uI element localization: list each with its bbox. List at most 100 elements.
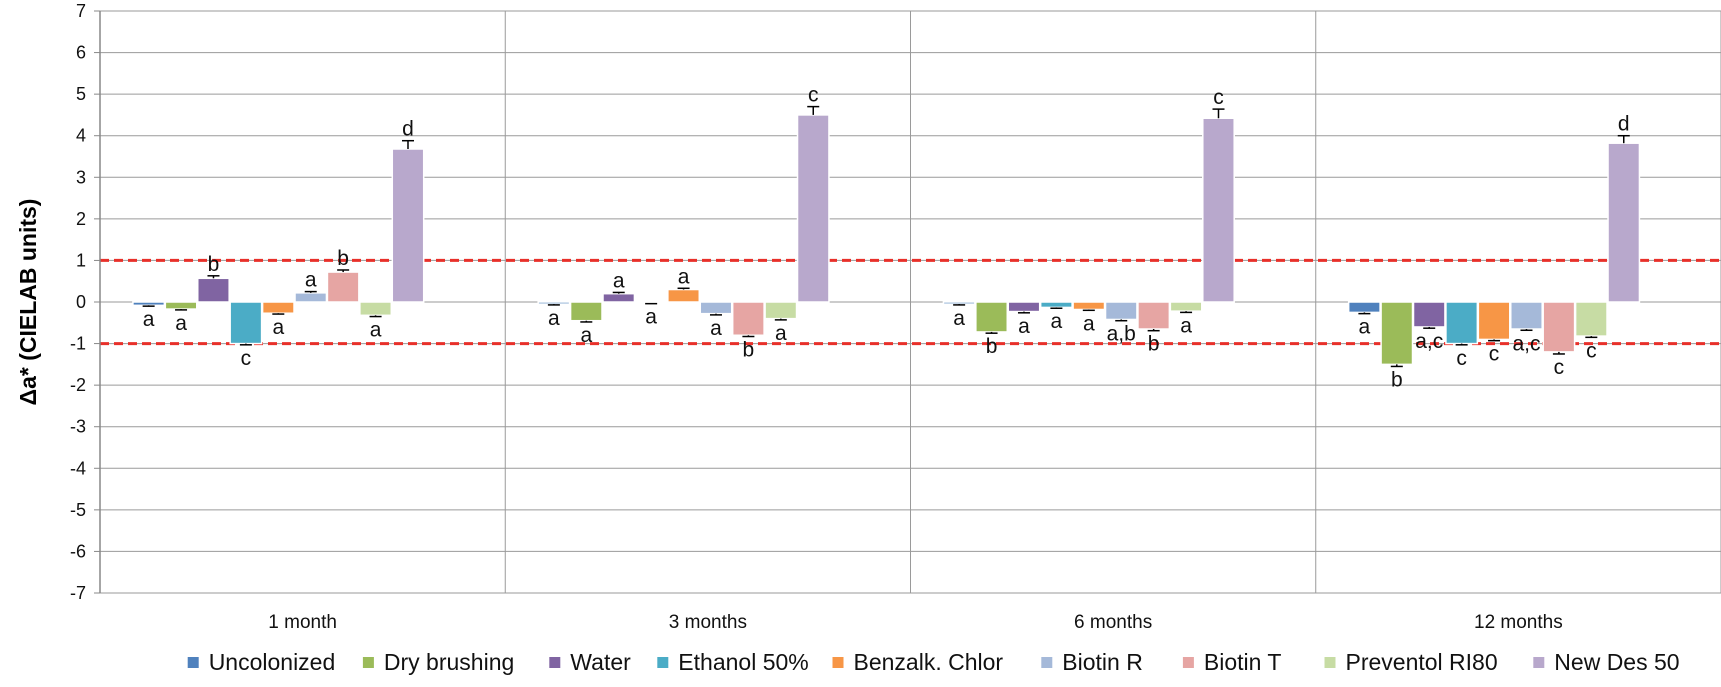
legend-swatch bbox=[1182, 657, 1194, 668]
legend-swatch bbox=[657, 657, 669, 668]
significance-label: a,c bbox=[1415, 330, 1443, 353]
bar bbox=[1412, 301, 1446, 328]
legend-label: Ethanol 50% bbox=[678, 649, 808, 675]
legend-swatch bbox=[362, 657, 374, 668]
bar bbox=[1477, 301, 1511, 341]
significance-label: a bbox=[143, 308, 155, 331]
significance-label: a,b bbox=[1107, 323, 1136, 346]
y-tick-label: 3 bbox=[76, 167, 86, 187]
bar bbox=[294, 292, 328, 303]
significance-label: a bbox=[1359, 316, 1371, 339]
bar bbox=[699, 301, 733, 315]
significance-label: a bbox=[613, 269, 625, 292]
legend-swatch bbox=[832, 657, 844, 668]
legend-label: Uncolonized bbox=[209, 649, 336, 675]
bar bbox=[764, 301, 798, 320]
bar bbox=[796, 114, 830, 303]
bar bbox=[537, 301, 571, 305]
bar bbox=[1542, 301, 1576, 353]
x-category-label: 12 months bbox=[1474, 612, 1563, 633]
significance-label: a bbox=[775, 322, 787, 345]
significance-label: a bbox=[370, 319, 382, 342]
bar bbox=[229, 301, 263, 345]
significance-label: a bbox=[272, 316, 284, 339]
significance-label: c bbox=[1213, 86, 1224, 109]
y-tick-label: -6 bbox=[70, 541, 86, 561]
legend-label: New Des 50 bbox=[1554, 649, 1679, 675]
bar bbox=[164, 301, 198, 310]
significance-label: a bbox=[1051, 310, 1063, 333]
bar bbox=[1007, 301, 1041, 313]
legend-label: Preventol RI80 bbox=[1346, 649, 1498, 675]
y-tick-label: -1 bbox=[70, 334, 86, 354]
legend-label: Biotin T bbox=[1204, 649, 1282, 675]
y-tick-label: 5 bbox=[76, 84, 86, 104]
significance-label: a,c bbox=[1512, 332, 1540, 355]
y-tick-label: -3 bbox=[70, 417, 86, 437]
significance-label: c bbox=[241, 347, 252, 370]
bar bbox=[1380, 301, 1414, 366]
significance-label: d bbox=[1618, 113, 1630, 136]
significance-label: b bbox=[337, 247, 349, 270]
significance-label: a bbox=[580, 324, 592, 347]
bar bbox=[197, 277, 230, 303]
bar bbox=[1607, 142, 1641, 303]
bar bbox=[1072, 301, 1106, 311]
significance-label: a bbox=[678, 265, 690, 288]
legend-swatch bbox=[187, 657, 199, 668]
significance-label: a bbox=[645, 306, 657, 329]
bar bbox=[1347, 301, 1381, 314]
significance-label: b bbox=[1391, 368, 1403, 391]
y-tick-label: 0 bbox=[76, 292, 86, 312]
significance-label: c bbox=[1489, 343, 1500, 366]
bar bbox=[602, 292, 636, 303]
significance-label: c bbox=[1586, 339, 1597, 362]
bar bbox=[1202, 117, 1235, 303]
legend-label: Dry brushing bbox=[384, 649, 514, 675]
bar bbox=[326, 271, 360, 303]
bar bbox=[1137, 301, 1171, 330]
legend-swatch bbox=[549, 657, 561, 668]
significance-label: a bbox=[1018, 315, 1030, 338]
significance-label: b bbox=[208, 253, 220, 276]
y-tick-label: -7 bbox=[70, 583, 86, 603]
bar bbox=[942, 301, 976, 305]
legend-label: Water bbox=[570, 649, 631, 675]
y-tick-label: -2 bbox=[70, 375, 86, 395]
legend-swatch bbox=[1041, 657, 1053, 668]
bar bbox=[132, 301, 166, 307]
y-tick-label: 1 bbox=[76, 250, 86, 270]
bar bbox=[569, 301, 603, 322]
significance-label: d bbox=[402, 118, 414, 141]
significance-label: b bbox=[986, 335, 998, 358]
significance-label: a bbox=[305, 269, 317, 292]
bar bbox=[731, 301, 765, 337]
y-tick-label: 6 bbox=[76, 43, 86, 63]
x-category-label: 6 months bbox=[1074, 612, 1152, 633]
legend-label: Benzalk. Chlor bbox=[854, 649, 1004, 675]
significance-label: a bbox=[710, 317, 722, 340]
significance-label: b bbox=[1148, 333, 1160, 356]
significance-label: a bbox=[1083, 312, 1095, 335]
significance-label: b bbox=[743, 339, 755, 362]
bar bbox=[359, 301, 393, 317]
bar bbox=[1169, 301, 1203, 312]
legend-swatch bbox=[1324, 657, 1336, 668]
significance-label: a bbox=[953, 307, 965, 330]
bars bbox=[132, 105, 1641, 368]
y-tick-label: 4 bbox=[76, 126, 86, 146]
significance-label: c bbox=[808, 84, 819, 107]
significance-label: c bbox=[1554, 356, 1565, 379]
y-axis-ticks: 7 6 5 4 3 2 1 0 -1 -2 -3 -4 -5 -6 -7 bbox=[70, 1, 86, 603]
y-tick-label: -4 bbox=[70, 458, 86, 478]
bar bbox=[667, 288, 701, 303]
bar bbox=[1104, 301, 1138, 321]
y-axis-label: Δa* (CIELAB units) bbox=[15, 199, 41, 406]
y-tick-label: 2 bbox=[76, 209, 86, 229]
bar bbox=[1510, 301, 1543, 330]
bar bbox=[1445, 301, 1479, 345]
x-category-label: 1 month bbox=[268, 612, 337, 633]
